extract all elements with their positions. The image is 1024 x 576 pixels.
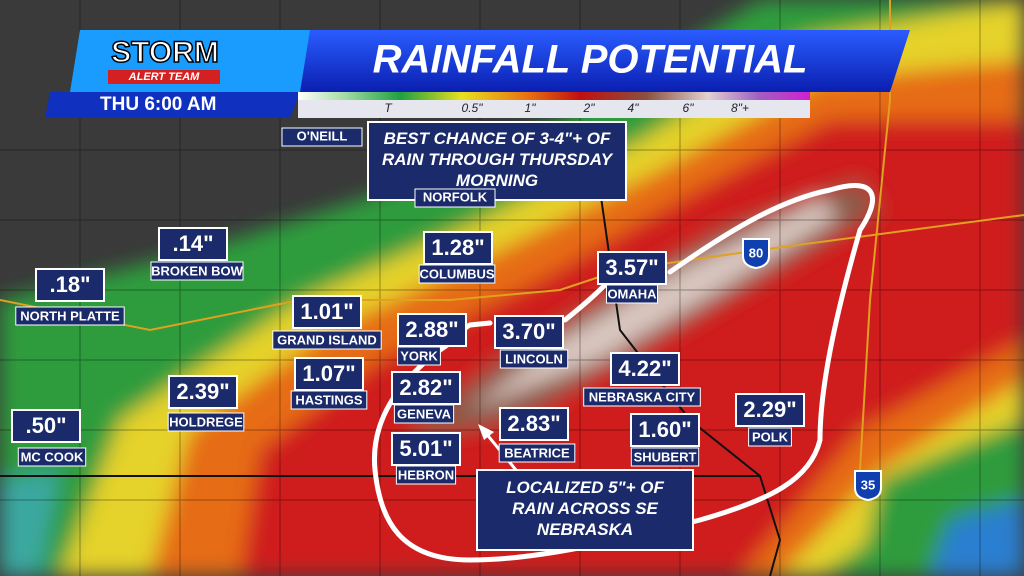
- town-box: [414, 188, 496, 208]
- location-name: COLUMBUS: [419, 266, 494, 281]
- town-name: O'NEILL: [297, 128, 348, 143]
- name-box: [498, 443, 576, 463]
- location-name: HASTINGS: [295, 392, 363, 407]
- time: THU 6:00 AM: [100, 94, 216, 115]
- rain-amount: 4.22": [618, 356, 671, 381]
- logo-top: STORM: [111, 36, 219, 69]
- rain-amount: 2.29": [743, 397, 796, 422]
- location-name: BROKEN BOW: [151, 263, 243, 278]
- amount-box: [630, 413, 700, 447]
- amount-box: [35, 268, 105, 302]
- legend-label: 6": [683, 101, 695, 115]
- rain-amount: 2.83": [507, 411, 560, 436]
- amount-box: [294, 357, 364, 391]
- town-name: NORFOLK: [423, 189, 488, 204]
- legend-label: 8"+: [731, 101, 749, 115]
- legend-label: 4": [628, 101, 640, 115]
- title: RAINFALL POTENTIAL: [373, 38, 808, 82]
- location-name: MC COOK: [21, 449, 84, 464]
- legend-label: T: [384, 101, 393, 115]
- location-name: POLK: [752, 429, 789, 444]
- rain-amount: 5.01": [399, 436, 452, 461]
- rain-amount: 2.88": [405, 317, 458, 342]
- callout-text: BEST CHANCE OF 3-4"+ OF RAIN THROUGH THUR…: [382, 129, 614, 190]
- amount-box: [499, 407, 569, 441]
- name-box: [397, 346, 441, 366]
- location-name: NEBRASKA CITY: [589, 389, 696, 404]
- logo-bottom: ALERT TEAM: [128, 71, 201, 83]
- amount-box: [391, 371, 461, 405]
- location-name: GENEVA: [397, 406, 452, 421]
- rain-amount: 1.01": [300, 299, 353, 324]
- town-box: [281, 127, 363, 147]
- logo-bar: [108, 70, 220, 84]
- rain-amount: 1.28": [431, 235, 484, 260]
- name-box: [17, 447, 87, 467]
- rain-amount: .14": [172, 231, 213, 256]
- highway-number: 35: [861, 477, 875, 492]
- location-name: GRAND ISLAND: [277, 332, 377, 347]
- name-box: [606, 284, 658, 304]
- rain-amount: 3.57": [605, 255, 658, 280]
- location-name: SHUBERT: [634, 449, 697, 464]
- location-name: OMAHA: [607, 286, 657, 301]
- rain-amount: 2.82": [399, 375, 452, 400]
- highway-shield: [742, 238, 770, 270]
- highway-number: 80: [749, 245, 763, 260]
- rain-amount: 1.07": [302, 361, 355, 386]
- legend-labels: T 0.5" 1" 2" 4" 6" 8"+: [384, 101, 749, 115]
- highway-shield: [854, 470, 882, 502]
- location-name: HEBRON: [398, 467, 454, 482]
- legend-label: 2": [583, 101, 596, 115]
- name-box: [418, 264, 496, 284]
- rain-amount: 3.70": [502, 319, 555, 344]
- callout-text: LOCALIZED 5"+ OF RAIN ACROSS SE NEBRASKA: [506, 478, 664, 539]
- location-name: LINCOLN: [505, 351, 563, 366]
- amount-box: [397, 313, 467, 347]
- rain-amount: 1.60": [638, 417, 691, 442]
- location-name: YORK: [400, 348, 438, 363]
- amount-box: [168, 375, 238, 409]
- name-box: [167, 412, 245, 432]
- legend-gradient: [298, 92, 810, 100]
- name-box: [272, 330, 382, 350]
- amount-box: [597, 251, 667, 285]
- amount-box: [158, 227, 228, 261]
- amount-box: [292, 295, 362, 329]
- name-box: [583, 387, 701, 407]
- amount-box: [11, 409, 81, 443]
- arrow-head: [478, 424, 494, 440]
- amount-box: [610, 352, 680, 386]
- amount-box: [494, 315, 564, 349]
- legend-label: 1": [525, 101, 537, 115]
- name-box: [630, 447, 700, 467]
- amount-box: [735, 393, 805, 427]
- amount-box: [391, 432, 461, 466]
- location-name: NORTH PLATTE: [20, 308, 120, 323]
- name-box: [395, 465, 457, 485]
- rain-amount: .50": [25, 413, 66, 438]
- rain-amount: .18": [49, 272, 90, 297]
- name-box: [748, 427, 792, 447]
- callout-box: [367, 121, 627, 201]
- name-box: [499, 349, 569, 369]
- name-box: [15, 306, 125, 326]
- name-box: [290, 390, 368, 410]
- legend-label: 0.5": [462, 101, 484, 115]
- name-box: [393, 404, 455, 424]
- amount-box: [423, 231, 493, 265]
- location-name: HOLDREGE: [169, 414, 243, 429]
- location-labels: O'NEILL NORFOLK 80 35 .18" NORTH PLATTE .14" BR…: [11, 127, 882, 502]
- callout-box: [476, 469, 694, 551]
- title-banner: [280, 30, 910, 92]
- rain-amount: 2.39": [176, 379, 229, 404]
- time-bar: [45, 92, 300, 118]
- location-name: BEATRICE: [504, 445, 570, 460]
- name-box: [150, 261, 244, 281]
